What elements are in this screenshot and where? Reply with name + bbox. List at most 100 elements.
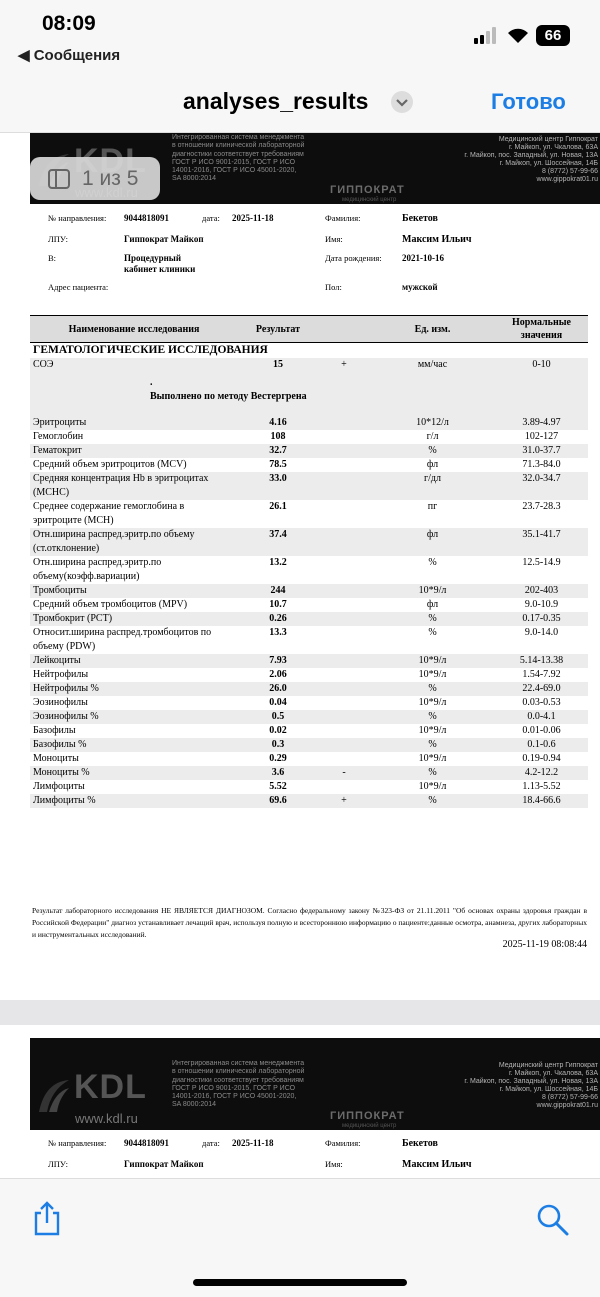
result-row: Нейтрофилы % 26.0% 22.4-69.0 bbox=[30, 682, 588, 696]
share-button[interactable] bbox=[32, 1201, 62, 1237]
test-name: Тромбоциты bbox=[30, 584, 238, 598]
test-name: Средний объем тромбоцитов (MPV) bbox=[33, 599, 188, 610]
test-name: Гемоглобин bbox=[33, 431, 84, 442]
field-label: № направления: bbox=[48, 213, 107, 223]
document-page: KDL www.kdl.ru Интегрированная система м… bbox=[0, 1025, 600, 1178]
section-title: ГЕМАТОЛОГИЧЕСКИЕ ИССЛЕДОВАНИЯ bbox=[33, 344, 268, 356]
battery: 66 bbox=[536, 25, 570, 46]
test-flag bbox=[318, 458, 370, 472]
text-line: г. Майкоп, ул. Чкалова, 63А bbox=[508, 144, 598, 152]
search-button[interactable] bbox=[536, 1203, 570, 1237]
test-flag bbox=[318, 430, 370, 444]
test-unit: 10*9/л bbox=[418, 669, 447, 680]
test-norm: 71.3-84.0 bbox=[522, 459, 561, 470]
test-name: Отн.ширина распред.эритр.по объему (ст.о… bbox=[30, 528, 238, 556]
test-result: 4.16 bbox=[238, 416, 318, 430]
test-result: 108 bbox=[270, 431, 286, 442]
test-name: Эритроциты bbox=[30, 416, 238, 430]
test-unit: фл bbox=[370, 528, 495, 556]
test-result: 0.3 bbox=[238, 738, 318, 752]
test-norm: 0.03-0.53 bbox=[522, 697, 561, 708]
test-unit: фл bbox=[426, 599, 439, 610]
test-unit: 10*9/л bbox=[370, 654, 495, 668]
text-line: ГОСТ Р ИСО 9001-2015, ГОСТ Р ИСО bbox=[172, 1084, 296, 1092]
field-label: Имя: bbox=[325, 234, 343, 244]
text-line: в отношении клинической лабораторной bbox=[172, 1068, 305, 1076]
field-label: дата: bbox=[202, 1138, 220, 1148]
test-flag bbox=[318, 472, 370, 500]
field-label: Адрес пациента: bbox=[48, 282, 109, 292]
test-norm: 5.14-13.38 bbox=[495, 654, 588, 668]
test-flag bbox=[318, 710, 370, 724]
nav-title: analyses_results bbox=[183, 88, 369, 114]
result-row: Тромбокрит (PCT) 0.26% 0.17-0.35 bbox=[30, 612, 588, 626]
test-result: 0.5 bbox=[238, 710, 318, 724]
text-line: Интегрированная система менеджмента bbox=[172, 134, 305, 141]
test-result: 69.6 bbox=[238, 794, 318, 808]
column-header: Нормальные значения bbox=[495, 315, 588, 343]
test-result: 7.93 bbox=[238, 654, 318, 668]
test-name: Нейтрофилы % bbox=[30, 682, 238, 696]
test-unit: 10*12/л bbox=[370, 416, 495, 430]
field-value: 2025-11-18 bbox=[232, 1138, 274, 1148]
result-row: Относит.ширина распред.тромбоцитов по об… bbox=[30, 626, 588, 654]
test-name: Лимфоциты % bbox=[30, 794, 238, 808]
wifi-icon bbox=[508, 28, 528, 43]
clinic-contacts: Медицинский центр Гиппократ г. Майкоп, ул… bbox=[464, 136, 598, 185]
field-label: Имя: bbox=[325, 1159, 343, 1169]
note-text: Выполнено по методу Вестергрена bbox=[150, 391, 307, 402]
text-line: www.gippokrat01.ru bbox=[536, 1102, 598, 1110]
back-app-label: Сообщения bbox=[33, 47, 121, 64]
test-result: 10.7 bbox=[269, 599, 287, 610]
text-line: г. Майкоп, ул. Шоссейная, 14Б bbox=[499, 160, 598, 168]
page-indicator: 1 из 5 bbox=[30, 157, 160, 200]
title-menu[interactable] bbox=[390, 90, 414, 114]
text-line: 8 (8772) 57-99-66 bbox=[541, 168, 598, 176]
letterhead: KDL www.kdl.ru Интегрированная система м… bbox=[30, 133, 600, 204]
done-button[interactable]: Готово bbox=[491, 89, 566, 114]
field-label: № направления: bbox=[48, 1138, 107, 1148]
method-note: . Выполнено по методу Вестергрена bbox=[30, 372, 588, 416]
clinic-contacts: Медицинский центр Гиппократ г. Майкоп, ул… bbox=[464, 1062, 598, 1111]
test-result: 13.2 bbox=[269, 557, 287, 568]
test-norm: 23.7-28.3 bbox=[522, 501, 561, 512]
column-header: Наименование исследования bbox=[30, 315, 238, 343]
test-result: 0.29 bbox=[269, 753, 287, 764]
result-row: Моноциты % 3.6-% 4.2-12.2 bbox=[30, 766, 588, 780]
disclaimer: Результат лабораторного исследования НЕ … bbox=[32, 906, 587, 939]
test-flag bbox=[318, 668, 370, 682]
field-label: Дата рождения: bbox=[325, 253, 382, 263]
test-name: Лейкоциты bbox=[30, 654, 238, 668]
test-unit: 10*9/л bbox=[418, 753, 447, 764]
test-unit: % bbox=[370, 612, 495, 626]
test-norm: 3.89-4.97 bbox=[495, 416, 588, 430]
result-row: Базофилы 0.02 10*9/л 0.01-0.06 bbox=[30, 724, 588, 738]
test-name: Базофилы % bbox=[30, 738, 238, 752]
back-app[interactable]: ◀ Сообщения bbox=[18, 47, 121, 64]
logo-mark bbox=[39, 1080, 69, 1112]
test-result: 244 bbox=[238, 584, 318, 598]
text-line: г. Майкоп, пос. Западный, ул. Новая, 13А bbox=[464, 1078, 598, 1086]
test-norm: 0.0-4.1 bbox=[495, 710, 588, 724]
top-bar: 08:09 ◀ Сообщения 66 analyses_results Го… bbox=[0, 0, 600, 133]
test-norm: 0.19-0.94 bbox=[522, 753, 561, 764]
test-flag bbox=[318, 500, 370, 528]
test-result: 37.4 bbox=[238, 528, 318, 556]
test-unit: фл bbox=[426, 459, 439, 470]
text-line: SA 8000:2014 bbox=[172, 1101, 216, 1109]
text-line: 8 (8772) 57-99-66 bbox=[541, 1094, 598, 1102]
result-row: Гематокрит 32.7% 31.0-37.7 bbox=[30, 444, 588, 458]
test-unit: % bbox=[370, 444, 495, 458]
test-result: 0.02 bbox=[269, 725, 287, 736]
test-name: Гематокрит bbox=[30, 444, 238, 458]
test-result: 15 bbox=[238, 358, 318, 372]
test-norm: 32.0-34.7 bbox=[495, 472, 588, 500]
test-flag bbox=[318, 724, 370, 738]
test-result: 78.5 bbox=[269, 459, 287, 470]
timestamp: 2025-11-19 08:08:44 bbox=[502, 939, 587, 950]
text-line: 14001-2016, ГОСТ Р ИСО 45001-2020, bbox=[172, 167, 297, 175]
test-flag bbox=[318, 654, 370, 668]
test-unit: 10*9/л bbox=[418, 725, 447, 736]
field-value: 9044818091 bbox=[124, 213, 169, 223]
